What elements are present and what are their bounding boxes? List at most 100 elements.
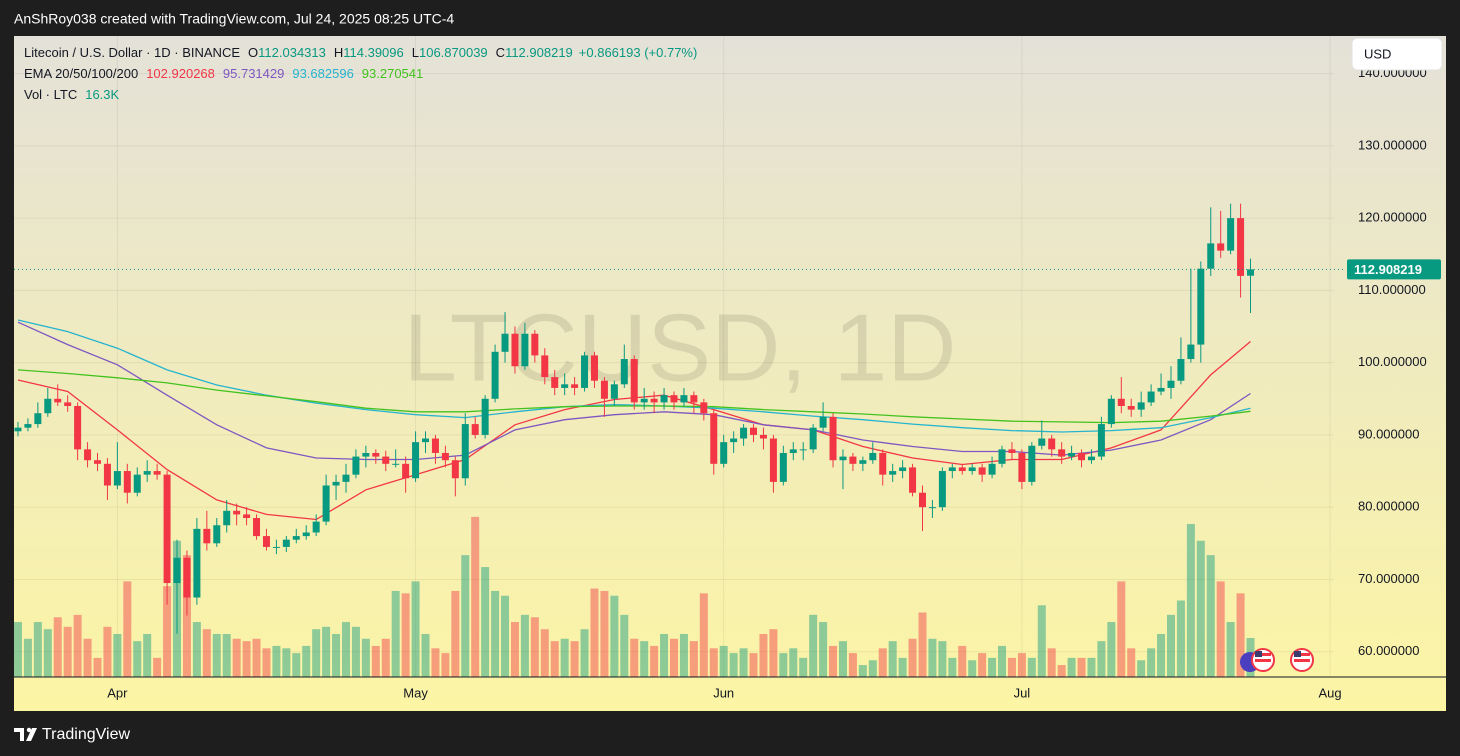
candle-body	[531, 333, 539, 356]
volume-bar	[501, 595, 510, 677]
volume-bar	[312, 629, 321, 677]
volume-bar	[789, 648, 798, 677]
candle-body	[571, 384, 579, 388]
price-label: 112.908219	[1354, 262, 1422, 277]
candle-body	[1177, 359, 1185, 381]
candle-body	[1127, 406, 1135, 410]
x-tick-label: Jun	[713, 685, 734, 700]
volume-bar	[103, 626, 112, 677]
volume-bar	[679, 633, 688, 677]
volume-bar	[968, 660, 977, 677]
candle-body	[849, 456, 857, 464]
candle-body	[730, 438, 738, 443]
candle-body	[1167, 380, 1175, 388]
volume-bar	[1077, 657, 1086, 677]
candle-body	[54, 398, 62, 403]
volume-bar	[560, 638, 569, 677]
candle-body	[511, 333, 519, 367]
volume-bar	[212, 633, 221, 677]
y-tick-label: 90.000000	[1358, 426, 1419, 441]
y-tick-label: 60.000000	[1358, 643, 1419, 658]
ema-line	[17, 341, 1251, 521]
volume-bar	[1087, 657, 1096, 677]
candle-body	[839, 456, 847, 461]
y-tick-label: 70.000000	[1358, 571, 1419, 586]
candle-body	[272, 546, 280, 548]
volume-bar	[341, 622, 350, 677]
volume-bar	[123, 581, 132, 677]
volume-bar	[182, 555, 191, 677]
currency-label[interactable]: USD	[1364, 46, 1391, 61]
candle-body	[501, 333, 509, 352]
volume-bar	[1166, 614, 1175, 677]
legend-volume-row: Vol · LTC 16.3K	[24, 87, 120, 102]
volume-bar	[978, 653, 987, 677]
volume-bar	[23, 638, 32, 677]
volume-bar	[848, 653, 857, 677]
ema-value: 93.682596	[292, 66, 353, 81]
candle-body	[650, 398, 658, 403]
volume-bar	[988, 657, 997, 677]
candle-body	[1048, 438, 1056, 450]
y-tick-label: 100.000000	[1358, 354, 1427, 369]
candle-body	[998, 449, 1006, 464]
candle-body	[451, 460, 459, 479]
candle-body	[521, 333, 529, 367]
volume-bar	[908, 638, 917, 677]
footer-brand: TradingView	[42, 726, 130, 743]
candle-body	[819, 416, 827, 428]
candle-body	[213, 525, 221, 544]
currency-button[interactable]	[1351, 37, 1443, 71]
volume-bar	[33, 622, 42, 677]
header-text: AnShRoy038 created with TradingView.com,…	[14, 11, 454, 27]
candle-body	[412, 442, 420, 479]
volume-bar	[1127, 648, 1136, 677]
volume-bar	[550, 641, 559, 677]
volume-bar	[192, 622, 201, 677]
volume-bar	[113, 633, 122, 677]
candle-body	[461, 424, 469, 479]
candle-body	[1157, 387, 1165, 392]
price-label-box	[1347, 259, 1441, 280]
candle-body	[481, 398, 489, 435]
volume-bar	[809, 614, 818, 677]
candle-body	[1147, 391, 1155, 403]
candle-body	[1197, 268, 1205, 345]
volume-bar	[600, 590, 609, 677]
volume-bar	[282, 648, 291, 677]
ohlc-value: 106.870039	[419, 45, 488, 60]
candle-body	[938, 471, 946, 508]
candle-body	[630, 359, 638, 403]
candle-body	[143, 471, 151, 475]
candle-body	[680, 395, 688, 403]
volume-bar	[302, 645, 311, 677]
legend-title-row: Litecoin / U.S. Dollar · 1D · BINANCE O11…	[24, 45, 697, 60]
volume-bar	[998, 645, 1007, 677]
y-tick-label: 130.000000	[1358, 137, 1427, 152]
volume-bar	[391, 590, 400, 677]
flag-stripe	[1294, 659, 1310, 662]
volume-bar	[938, 641, 947, 677]
volume-bar	[73, 614, 82, 677]
volume-bar	[441, 653, 450, 677]
candle-body	[978, 467, 986, 475]
volume-bar	[351, 626, 360, 677]
candle-body	[1227, 218, 1235, 251]
legend-ema-row: EMA 20/50/100/200 102.920268 95.731429 93.6…	[24, 66, 423, 81]
volume-bar	[660, 633, 669, 677]
volume-bar	[898, 657, 907, 677]
volume-bar	[540, 629, 549, 677]
candle-body	[700, 402, 708, 414]
volume-bar	[53, 617, 62, 677]
candle-body	[74, 406, 82, 450]
candle-body	[869, 452, 877, 461]
candle-body	[899, 467, 907, 472]
volume-bar	[918, 612, 927, 677]
volume-bar	[888, 641, 897, 677]
ohlc-label: O	[248, 45, 258, 60]
volume-bar	[93, 657, 102, 677]
ohlc-value: 112.908219	[505, 45, 573, 60]
volume-bar	[640, 641, 649, 677]
footer-logo	[14, 727, 37, 741]
candle-body	[918, 492, 926, 508]
